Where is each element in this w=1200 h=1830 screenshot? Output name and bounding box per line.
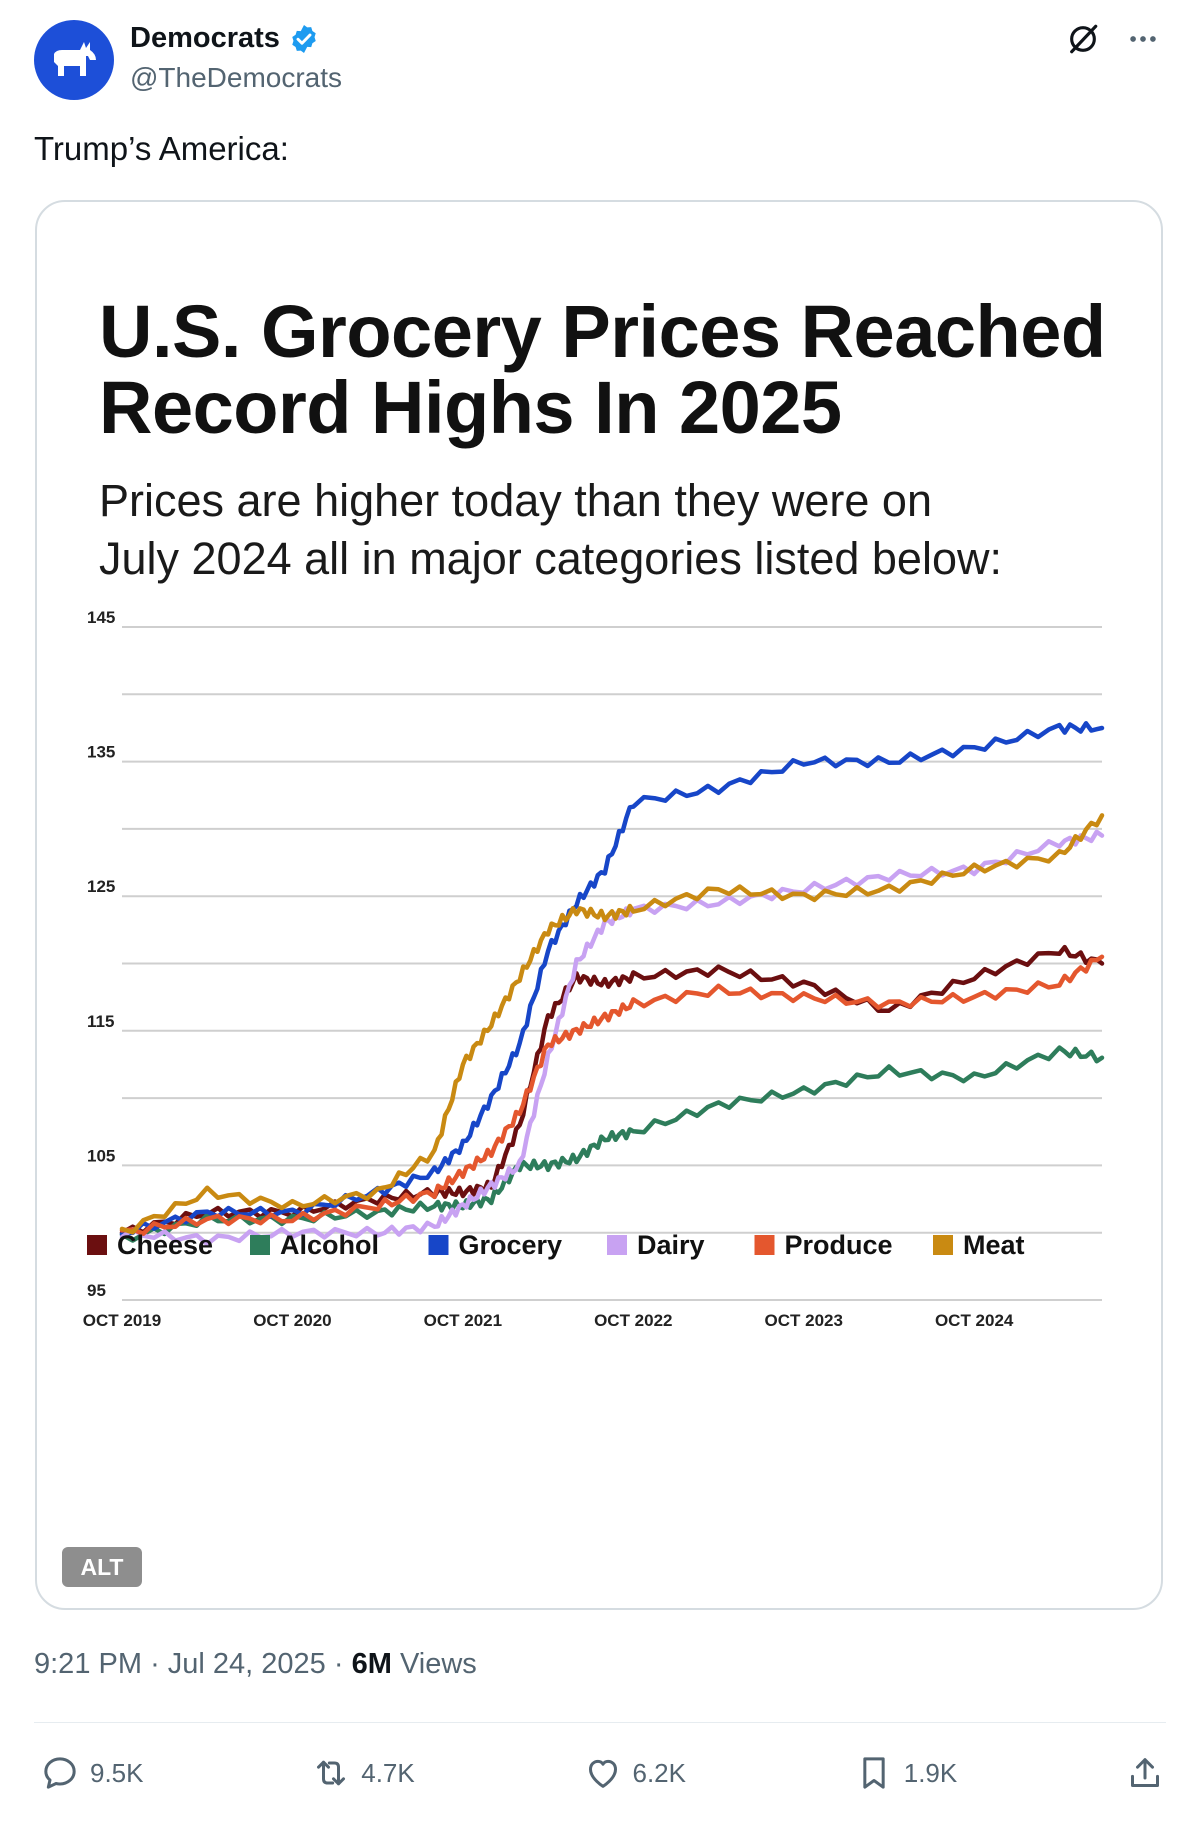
share-icon (1131, 1758, 1159, 1787)
x-tick-label: OCT 2023 (765, 1311, 843, 1330)
y-tick-label: 95 (87, 1281, 106, 1300)
legend-swatch-meat (933, 1235, 953, 1255)
author-name-row: Democrats (130, 22, 320, 55)
legend-label-dairy: Dairy (637, 1230, 705, 1260)
avatar[interactable] (34, 20, 114, 100)
x-tick-label: OCT 2022 (594, 1311, 672, 1330)
legend-label-alcohol: Alcohol (280, 1230, 379, 1260)
meta-separator: · (150, 1648, 168, 1680)
like-button[interactable]: 6.2K (583, 1753, 687, 1793)
action-bar: 9.5K 4.7K 6.2K 1.9K (40, 1745, 1165, 1801)
grok-icon[interactable] (1066, 22, 1100, 56)
x-tick-label: OCT 2024 (935, 1311, 1014, 1330)
legend-label-produce: Produce (785, 1230, 893, 1260)
views-count: 6M (351, 1648, 392, 1680)
x-tick-label: OCT 2019 (83, 1311, 161, 1330)
series-line-dairy (119, 829, 1105, 1247)
header-icons (1066, 22, 1160, 56)
x-tick-label: OCT 2021 (424, 1311, 502, 1330)
legend-swatch-produce (754, 1235, 775, 1255)
series-line-meat (119, 813, 1105, 1235)
views-label: Views (399, 1648, 477, 1680)
tweet-meta: 9:21 PM · Jul 24, 2025 · 6M Views (34, 1648, 477, 1681)
author-name[interactable]: Democrats (130, 22, 280, 54)
like-count: 6.2K (632, 1757, 687, 1788)
legend-swatch-dairy (607, 1235, 627, 1255)
reply-count: 9.5K (90, 1757, 144, 1788)
series-line-produce (119, 954, 1105, 1236)
image-subtitle-line-2: July 2024 all in major categories listed… (99, 533, 1002, 584)
heart-icon (588, 1759, 617, 1788)
verified-badge-icon (292, 24, 316, 53)
share-button[interactable] (1125, 1753, 1165, 1793)
image-title: U.S. Grocery Prices Reached Record Highs… (99, 294, 1139, 446)
series-line-cheese (119, 944, 1105, 1235)
line-chart: 145 135 125 115 105 95 OCT 2019 OCT 2020 OCT 202… (83, 608, 1105, 1330)
legend-swatch-cheese (87, 1235, 107, 1255)
repost-icon (317, 1760, 346, 1786)
x-tick-label: OCT 2020 (253, 1311, 331, 1330)
y-tick-label: 145 (87, 608, 115, 627)
image-title-line-1: U.S. Grocery Prices Reached (99, 290, 1106, 373)
author-handle[interactable]: @TheDemocrats (130, 62, 343, 93)
divider (34, 1722, 1166, 1723)
tweet-text: Trump’s America: (34, 130, 289, 167)
y-tick-label: 105 (87, 1146, 115, 1165)
series-line-alcohol (119, 1045, 1105, 1243)
legend-swatch-alcohol (250, 1235, 270, 1255)
image-subtitle-line-1: Prices are higher today than they were o… (99, 475, 932, 526)
legend-label-cheese: Cheese (117, 1230, 213, 1260)
more-options-icon[interactable] (1126, 22, 1160, 56)
y-tick-label: 115 (87, 1012, 114, 1031)
image-title-line-2: Record Highs In 2025 (99, 366, 842, 449)
legend-swatch-grocery (428, 1235, 449, 1255)
bookmark-count: 1.9K (903, 1757, 958, 1788)
tweet-time[interactable]: 9:21 PM (34, 1648, 142, 1680)
bookmark-button[interactable]: 1.9K (854, 1753, 958, 1793)
bookmark-icon (863, 1757, 885, 1789)
legend-label-grocery: Grocery (459, 1230, 563, 1260)
legend-label-meat: Meat (963, 1230, 1025, 1260)
reply-button[interactable]: 9.5K (40, 1753, 144, 1793)
reply-icon (44, 1757, 76, 1789)
donkey-icon (54, 42, 96, 76)
y-tick-label: 125 (87, 877, 115, 896)
y-tick-label: 135 (87, 743, 115, 762)
meta-separator: · (333, 1648, 352, 1680)
media-card[interactable]: U.S. Grocery Prices Reached Record Highs… (35, 200, 1163, 1610)
repost-count: 4.7K (361, 1757, 415, 1788)
alt-badge[interactable]: ALT (62, 1547, 142, 1587)
image-subtitle: Prices are higher today than they were o… (99, 472, 1139, 588)
tweet-date[interactable]: Jul 24, 2025 (167, 1648, 326, 1680)
repost-button[interactable]: 4.7K (311, 1753, 415, 1793)
